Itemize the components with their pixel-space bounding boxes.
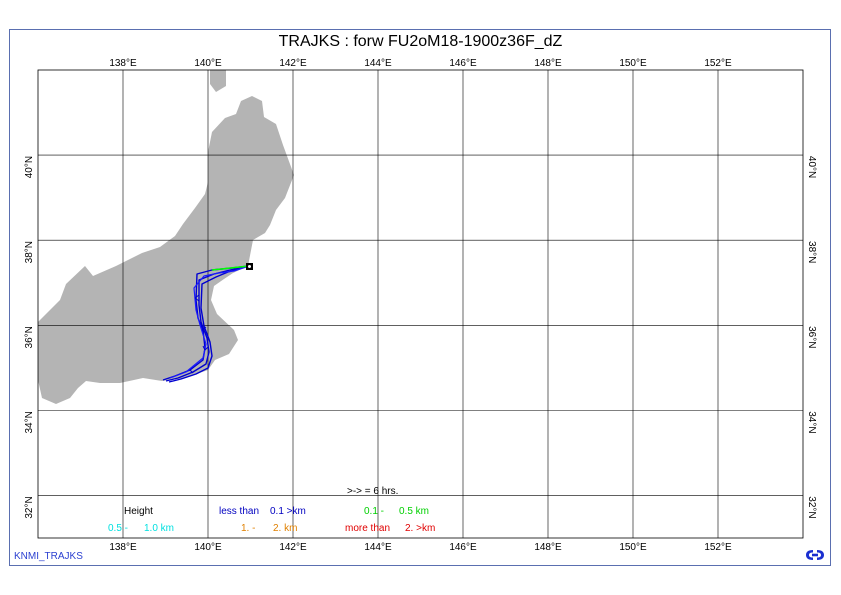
lon-labels-bottom: 138°E 140°E 142°E 144°E 146°E 148°E 150°E 152°E bbox=[109, 542, 732, 553]
legend-class-value: 0.5 km bbox=[399, 506, 429, 517]
trajectory-layer bbox=[162, 265, 250, 383]
land-layer bbox=[38, 70, 294, 404]
legend-class-value: 0.1 >km bbox=[270, 506, 306, 517]
lon-tick-label: 144°E bbox=[364, 58, 392, 69]
page-title: TRAJKS : forw FU2oM18-1900z36F_dZ bbox=[278, 33, 563, 50]
lat-tick-label: 36°N bbox=[24, 326, 35, 348]
lon-tick-label: 146°E bbox=[449, 58, 477, 69]
lat-tick-label: 40°N bbox=[806, 156, 817, 178]
lon-tick-label: 150°E bbox=[619, 542, 647, 553]
honshu-landmass bbox=[38, 96, 294, 404]
lon-tick-label: 152°E bbox=[704, 58, 732, 69]
plot-frame bbox=[9, 29, 831, 566]
lon-tick-label: 138°E bbox=[109, 542, 137, 553]
lon-tick-label: 146°E bbox=[449, 542, 477, 553]
legend-class-label: 0.1 - bbox=[364, 506, 384, 517]
lat-tick-label: 40°N bbox=[24, 156, 35, 178]
legend-class-label: less than bbox=[219, 506, 259, 517]
lon-tick-label: 144°E bbox=[364, 542, 392, 553]
start-point-marker bbox=[246, 263, 253, 270]
lat-tick-label: 38°N bbox=[806, 241, 817, 263]
legend-height-label: Height bbox=[124, 506, 153, 517]
lat-tick-label: 36°N bbox=[806, 326, 817, 348]
lat-tick-label: 32°N bbox=[806, 496, 817, 518]
lon-tick-label: 150°E bbox=[619, 58, 647, 69]
legend-class-value: 2. km bbox=[273, 523, 297, 534]
map-border bbox=[37, 69, 804, 539]
legend-class-label: more than bbox=[345, 523, 390, 534]
time-arrow-markers bbox=[189, 294, 209, 374]
hokkaido-tip bbox=[210, 70, 226, 92]
lat-labels-right: 32°N 34°N 36°N 38°N 40°N bbox=[806, 156, 817, 519]
trajectory-start-segment bbox=[211, 265, 250, 271]
lat-tick-label: 34°N bbox=[24, 411, 35, 433]
lat-tick-label: 32°N bbox=[24, 496, 35, 518]
legend-class-value: 2. >km bbox=[405, 523, 435, 534]
legend-class-label: 0.5 - bbox=[108, 523, 128, 534]
legend: >-> = 6 hrs. Height less than 0.1 >km 0.… bbox=[108, 486, 435, 534]
trajectory-line bbox=[168, 265, 250, 383]
knmi-logo-icon bbox=[806, 550, 824, 560]
legend-interval-note: >-> = 6 hrs. bbox=[347, 486, 398, 497]
lon-tick-label: 142°E bbox=[279, 542, 307, 553]
footer-label: KNMI_TRAJKS bbox=[14, 551, 83, 562]
lon-tick-label: 138°E bbox=[109, 58, 137, 69]
lon-tick-label: 148°E bbox=[534, 58, 562, 69]
lon-tick-label: 142°E bbox=[279, 58, 307, 69]
graticule bbox=[38, 70, 803, 538]
lat-tick-label: 34°N bbox=[806, 411, 817, 433]
trajectory-line bbox=[169, 265, 250, 379]
lon-tick-label: 148°E bbox=[534, 542, 562, 553]
legend-class-value: 1.0 km bbox=[144, 523, 174, 534]
lat-labels-left: 32°N 34°N 36°N 38°N 40°N bbox=[24, 156, 35, 519]
lat-tick-label: 38°N bbox=[24, 241, 35, 263]
lon-labels-top: 138°E 140°E 142°E 144°E 146°E 148°E 150°E 152°E bbox=[109, 58, 732, 69]
lon-tick-label: 152°E bbox=[704, 542, 732, 553]
lon-tick-label: 140°E bbox=[194, 58, 222, 69]
legend-class-label: 1. - bbox=[241, 523, 255, 534]
lon-tick-label: 140°E bbox=[194, 542, 222, 553]
